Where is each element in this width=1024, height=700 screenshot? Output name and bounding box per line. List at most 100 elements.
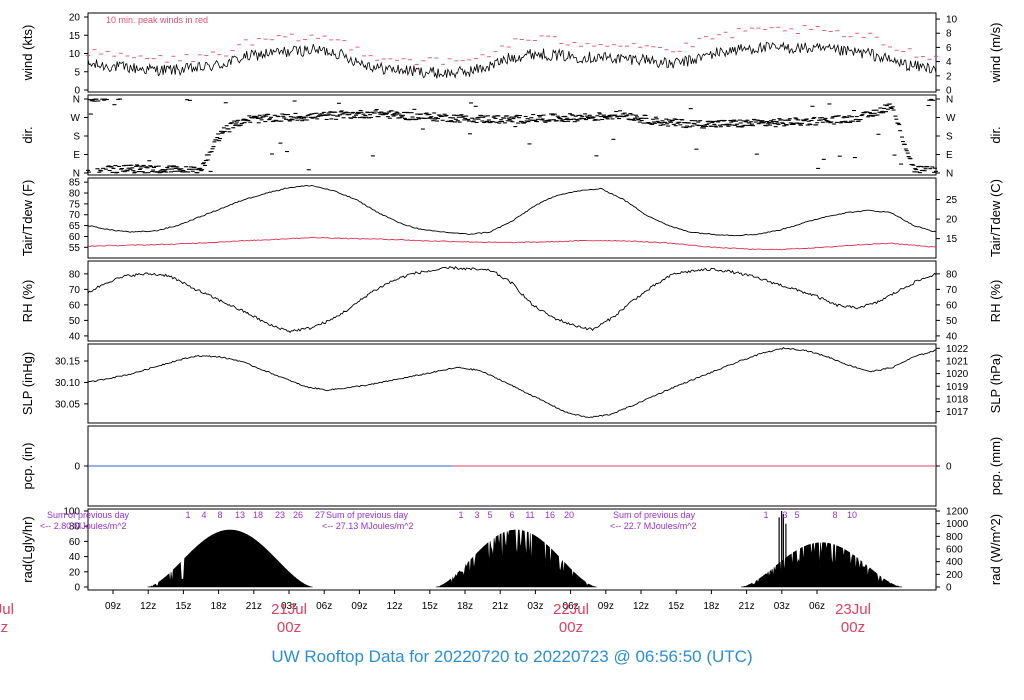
ytick-label-left-rh: 50 (69, 316, 81, 327)
ylabel-right-temp: Tair/Tdew (C) (988, 179, 1003, 257)
date-time-label: 00z (277, 619, 301, 636)
xtick-label: 03z (774, 601, 790, 612)
daily-total-label: Sum of previous day (326, 510, 409, 520)
xtick-label: 12z (633, 601, 649, 612)
ytick-label-right-rh: 60 (946, 300, 958, 311)
ytick-label-left-dir: S (73, 132, 80, 143)
xtick-label: 18z (211, 601, 227, 612)
ytick-label-right-rad: 200 (946, 570, 963, 581)
ytick-label-left-dir: W (71, 113, 81, 124)
ytick-label-left-rh: 80 (69, 269, 81, 280)
ytick-label-left-wind: 15 (69, 31, 81, 42)
ytick-label-right-temp: 15 (946, 234, 958, 245)
ylabel-right-wind: wind (m/s) (988, 23, 1003, 84)
xtick-label: 03z (281, 601, 297, 612)
xtick-label: 06z (809, 601, 825, 612)
ytick-label-right-rh: 70 (946, 285, 958, 296)
series-line-tair (87, 185, 937, 237)
ylabel-right-dir: dir. (988, 126, 1003, 143)
ytick-label-right-slp: 1021 (946, 356, 969, 367)
radiation-day-area-3 (740, 542, 903, 588)
ytick-label-right-temp: 20 (946, 215, 958, 226)
ytick-label-left-temp: 85 (69, 178, 81, 189)
xtick-label: 03z (527, 601, 543, 612)
radiation-hour-label: 16 (545, 510, 555, 520)
ylabel-left-dir: dir. (20, 126, 35, 143)
xtick-label: 15z (422, 601, 438, 612)
ylabel-left-rh: RH (%) (20, 280, 35, 323)
panel-frame-dir (87, 94, 937, 176)
ytick-label-right-wind: 0 (946, 86, 952, 97)
series-points-direction (86, 98, 938, 174)
xtick-label: 18z (457, 601, 473, 612)
ytick-label-left-temp: 80 (69, 189, 81, 200)
ylabel-left-slp: SLP (inHg) (20, 352, 35, 415)
ytick-label-right-rh: 50 (946, 316, 958, 327)
ytick-label-right-slp: 1017 (946, 407, 969, 418)
ylabel-left-temp: Tair/Tdew (F) (20, 180, 35, 257)
ytick-label-right-slp: 1018 (946, 394, 969, 405)
xtick-label: 21z (246, 601, 262, 612)
series-line-wind (87, 41, 937, 79)
xtick-label: 15z (175, 601, 191, 612)
ytick-label-right-rad: 1200 (946, 507, 969, 518)
radiation-hour-label: 1 (763, 510, 768, 520)
ytick-label-left-temp: 75 (69, 199, 81, 210)
wind-annotation: 10 min. peak winds in red (106, 15, 208, 25)
ytick-label-right-dir: W (946, 113, 956, 124)
radiation-hour-label: 27 (315, 510, 325, 520)
panel-frame-wind (87, 12, 937, 93)
radiation-hour-label: 26 (293, 510, 303, 520)
ytick-label-right-slp: 1022 (946, 344, 969, 355)
date-time-label: 00z (559, 619, 583, 636)
date-time-label: 00z (0, 619, 8, 636)
radiation-hour-label: 3 (474, 510, 479, 520)
radiation-hour-label: 3 (782, 510, 787, 520)
ylabel-right-rad: rad (W/m^2) (988, 514, 1003, 585)
date-time-label: 00z (841, 619, 865, 636)
ytick-label-right-rad: 600 (946, 545, 963, 556)
ytick-label-right-dir: N (946, 95, 953, 106)
date-label: 22Jul (553, 601, 589, 618)
radiation-hour-label: 5 (487, 510, 492, 520)
daily-total-value: <-- 2.80 MJoules/m^2 (40, 521, 127, 531)
ylabel-left-wind: wind (kts) (20, 25, 35, 82)
xtick-label: 21z (739, 601, 755, 612)
ytick-label-left-temp: 55 (69, 243, 81, 254)
ytick-label-right-rad: 400 (946, 557, 963, 568)
ytick-label-right-rad: 800 (946, 532, 963, 543)
ytick-label-left-rad: 40 (69, 552, 81, 563)
radiation-day-area-1 (147, 529, 313, 588)
panel-frame-temp (87, 177, 937, 259)
ytick-label-left-wind: 20 (69, 13, 81, 24)
xtick-label: 09z (105, 601, 121, 612)
ylabel-right-slp: SLP (hPa) (988, 354, 1003, 414)
xtick-label: 06z (563, 601, 579, 612)
ytick-label-left-slp: 30.15 (55, 357, 80, 368)
xtick-label: 09z (351, 601, 367, 612)
radiation-day-area-2 (435, 529, 597, 588)
panel-frame-rh (87, 260, 937, 342)
ytick-label-right-wind: 2 (946, 71, 952, 82)
radiation-hour-label: 6 (509, 510, 514, 520)
xtick-label: 09z (598, 601, 614, 612)
ytick-label-left-dir: N (73, 169, 80, 180)
date-label: 20Jul (0, 601, 14, 618)
radiation-hour-label: 1 (185, 510, 190, 520)
ytick-label-left-rad: 100 (63, 506, 80, 517)
ytick-label-left-slp: 30.05 (55, 399, 80, 410)
ytick-label-left-wind: 10 (69, 49, 81, 60)
radiation-hour-label: 18 (253, 510, 263, 520)
ytick-label-right-wind: 10 (946, 15, 958, 26)
ytick-label-right-rad: 1000 (946, 519, 969, 530)
ytick-label-left-rad: 20 (69, 567, 81, 578)
ytick-label-right-dir: N (946, 169, 953, 180)
ytick-label-left-temp: 60 (69, 232, 81, 243)
ylabel-left-rad: rad(Lgly/hr) (20, 516, 35, 582)
series-line-slp (87, 347, 937, 418)
daily-total-value: <-- 22.7 MJoules/m^2 (610, 521, 697, 531)
ytick-label-left-wind: 5 (74, 67, 80, 78)
ytick-label-left-dir: N (73, 95, 80, 106)
radiation-hour-label: 4 (201, 510, 206, 520)
